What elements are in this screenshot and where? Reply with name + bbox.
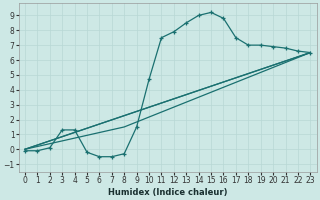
X-axis label: Humidex (Indice chaleur): Humidex (Indice chaleur): [108, 188, 228, 197]
